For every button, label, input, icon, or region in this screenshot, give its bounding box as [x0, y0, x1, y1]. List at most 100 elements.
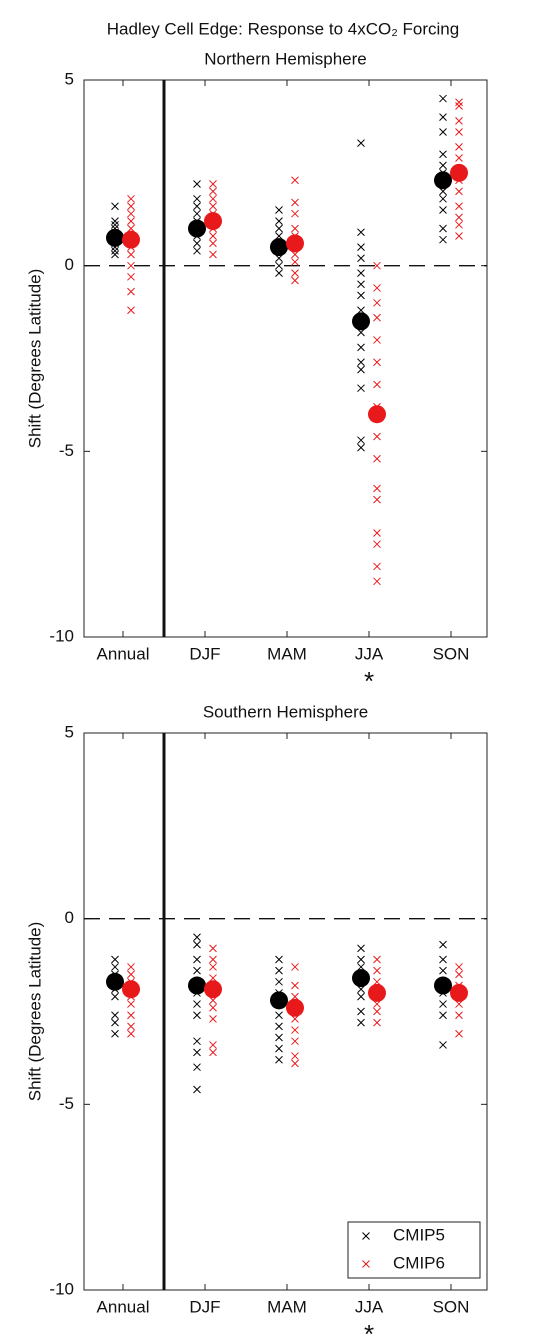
model-marker: [111, 1029, 119, 1038]
cross-stroke: [209, 963, 217, 971]
cross-stroke: [275, 206, 283, 214]
model-marker: [373, 966, 381, 975]
cross-stroke: [127, 250, 135, 259]
cross-stroke: [193, 1085, 201, 1094]
cross-stroke: [291, 1026, 299, 1034]
cross-stroke: [455, 963, 463, 971]
cross-stroke: [357, 139, 365, 147]
model-marker: [439, 161, 447, 170]
model-marker: [127, 970, 135, 979]
model-marker: [111, 246, 119, 255]
cross-stroke: [373, 336, 381, 344]
model-marker: [275, 1055, 283, 1064]
cross-stroke: [439, 955, 447, 964]
model-marker: [193, 1037, 201, 1046]
cross-stroke: [373, 529, 381, 537]
cross-stroke: [439, 187, 447, 196]
cross-stroke: [439, 206, 447, 214]
model-marker: [127, 287, 135, 296]
model-marker: [209, 1041, 217, 1049]
cross-stroke: [193, 933, 201, 942]
model-marker: [127, 1011, 135, 1020]
model-marker: [209, 239, 217, 248]
cross-stroke: [127, 287, 135, 296]
cross-stroke: [193, 1063, 201, 1072]
model-marker: [127, 1022, 135, 1031]
cross-stroke: [193, 1037, 201, 1046]
cross-stroke: [111, 992, 119, 1001]
cross-stroke: [439, 128, 447, 136]
cross-stroke: [455, 1000, 463, 1008]
model-marker: [111, 1011, 119, 1020]
model-marker: [291, 176, 299, 185]
cross-stroke: [455, 970, 463, 979]
model-marker: [439, 940, 447, 949]
cross-stroke: [193, 246, 201, 255]
cross-stroke: [127, 1029, 135, 1038]
model-marker: [373, 484, 381, 493]
model-marker: [127, 217, 135, 225]
model-marker: [357, 228, 365, 237]
model-marker: [357, 328, 365, 337]
cross-stroke: [357, 436, 365, 445]
model-marker: [193, 1048, 201, 1057]
model-marker: [209, 232, 217, 240]
cross-stroke: [373, 955, 381, 964]
y-tick-label: 5: [65, 69, 74, 88]
model-marker: [127, 963, 135, 971]
x-tick-label: MAM: [267, 1297, 307, 1316]
x-tick-label: Annual: [97, 644, 150, 663]
cross-stroke: [193, 1048, 201, 1057]
cross-stroke: [439, 235, 447, 244]
model-marker: [291, 1059, 299, 1068]
model-marker: [275, 269, 283, 277]
model-marker: [127, 224, 135, 233]
cross-stroke: [209, 239, 217, 248]
cross-stroke: [209, 1041, 217, 1049]
mean-marker: [188, 219, 206, 238]
model-marker: [193, 966, 201, 975]
cross-stroke: [193, 202, 201, 211]
cross-stroke: [111, 1029, 119, 1038]
model-marker: [373, 432, 381, 441]
mean-marker: [270, 991, 288, 1010]
cross-stroke: [193, 194, 201, 203]
cross-stroke: [127, 209, 135, 218]
model-marker: [275, 966, 283, 975]
x-tick-label: SON: [433, 644, 470, 663]
model-marker: [193, 1085, 201, 1094]
model-marker: [209, 996, 217, 1005]
model-marker: [209, 202, 217, 211]
cross-stroke: [439, 224, 447, 233]
cross-stroke: [357, 443, 365, 452]
model-marker: [111, 963, 119, 971]
y-axis-label: Shift (Degrees Latitude): [25, 269, 44, 449]
model-marker: [291, 1026, 299, 1034]
model-marker: [193, 209, 201, 218]
model-marker: [275, 1011, 283, 1020]
model-marker: [127, 306, 135, 315]
cross-stroke: [209, 202, 217, 211]
cross-stroke: [275, 217, 283, 225]
cross-stroke: [357, 280, 365, 289]
cross-stroke: [209, 955, 217, 964]
cross-stroke: [209, 996, 217, 1005]
model-marker: [291, 1037, 299, 1046]
model-marker: [193, 1000, 201, 1008]
mean-marker: [122, 980, 140, 999]
legend-marker: [362, 1260, 370, 1268]
cross-stroke: [455, 102, 463, 110]
cross-stroke: [455, 116, 463, 125]
cross-stroke: [373, 284, 381, 292]
cross-stroke: [439, 1000, 447, 1008]
cross-stroke: [439, 940, 447, 949]
cross-stroke: [455, 142, 463, 151]
cross-stroke: [209, 944, 217, 953]
cross-stroke: [275, 269, 283, 277]
model-marker: [373, 298, 381, 307]
model-marker: [455, 220, 463, 229]
model-marker: [439, 113, 447, 121]
cross-stroke: [291, 1015, 299, 1023]
cross-stroke: [439, 194, 447, 203]
model-marker: [193, 246, 201, 255]
